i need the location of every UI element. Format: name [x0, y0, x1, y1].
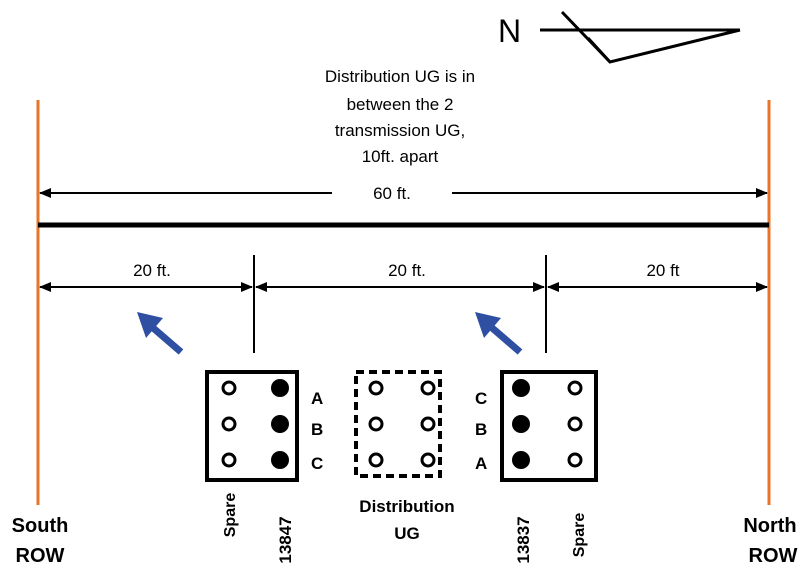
distribution-conduit [368, 416, 384, 432]
north-label: N [498, 13, 521, 49]
left-bank-phase-c: C [311, 454, 323, 473]
right-bank-phase-conduit [512, 379, 530, 397]
distribution-conduit [368, 380, 384, 396]
dimension-total-label: 60 ft. [373, 184, 411, 203]
left-bank-phase-conduit [271, 415, 289, 433]
south-row-label-line-1: South [12, 515, 69, 537]
left-bank-phase-a: A [311, 389, 323, 408]
note-line-3: transmission UG, [335, 121, 465, 140]
right-bank-spare-conduit [567, 380, 583, 396]
right-bank-spare-conduit [567, 416, 583, 432]
right-bank-phase-a: A [475, 454, 487, 473]
blue-arrow-left-head [137, 312, 163, 338]
right-duct-bank-box [500, 370, 598, 482]
dimension-middle-label: 20 ft. [388, 261, 426, 280]
south-row-label-line-2: ROW [16, 545, 65, 567]
left-bank-phase-b: B [311, 420, 323, 439]
dimension-left: 20 ft. [39, 261, 253, 292]
right-bank-phase-conduit [512, 451, 530, 469]
north-row-label-line-1: North [743, 515, 796, 537]
dimension-right-label: 20 ft [646, 261, 679, 280]
blue-arrow-left-shaft [149, 324, 184, 355]
distribution-conduit [420, 452, 436, 468]
left-bank-phase-conduit [271, 379, 289, 397]
right-bank-phase-c: C [475, 389, 487, 408]
right-bank-phase-conduit [512, 415, 530, 433]
left-bank-phase-conduit [271, 451, 289, 469]
left-bank-spare-conduit [221, 416, 237, 432]
left-duct-bank-box [205, 370, 299, 482]
note-line-1: Distribution UG is in [325, 67, 475, 86]
distribution-label-line-2: UG [394, 524, 420, 543]
distribution-label-line-1: Distribution [359, 497, 454, 516]
left-bank-spare-conduit [221, 452, 237, 468]
left-bank-circuit-label: 13847 [276, 516, 295, 563]
dimension-right: 20 ft [547, 261, 768, 292]
blue-arrow-left [137, 312, 184, 355]
north-row-label-line-2: ROW [749, 545, 798, 567]
right-bank-spare-label: Spare [571, 513, 588, 558]
dimension-middle: 20 ft. [255, 261, 545, 292]
north-arrow: N [498, 10, 741, 64]
distribution-conduit [420, 416, 436, 432]
right-bank-phase-b: B [475, 420, 487, 439]
right-bank-circuit-label: 13837 [514, 516, 533, 563]
distribution-conduit [368, 452, 384, 468]
right-bank-spare-conduit [567, 452, 583, 468]
left-bank-spare-label: Spare [222, 493, 239, 538]
dimension-total: 60 ft. [39, 184, 768, 203]
blue-arrow-right-head [475, 312, 501, 338]
blue-arrow-right [475, 312, 523, 355]
right-duct-bank: C B A [475, 370, 598, 482]
blue-arrow-right-shaft [488, 324, 523, 355]
note-text: Distribution UG is in between the 2 tran… [325, 67, 475, 166]
north-arrow-head [586, 28, 741, 64]
distribution-duct-bank: Distribution UG [354, 370, 455, 543]
dimension-left-label: 20 ft. [133, 261, 171, 280]
left-duct-bank: A B C [205, 370, 323, 482]
note-line-2: between the 2 [347, 95, 454, 114]
left-bank-spare-conduit [221, 380, 237, 396]
note-line-4: 10ft. apart [362, 147, 439, 166]
distribution-conduit [420, 380, 436, 396]
distribution-duct-bank-box [354, 370, 442, 478]
